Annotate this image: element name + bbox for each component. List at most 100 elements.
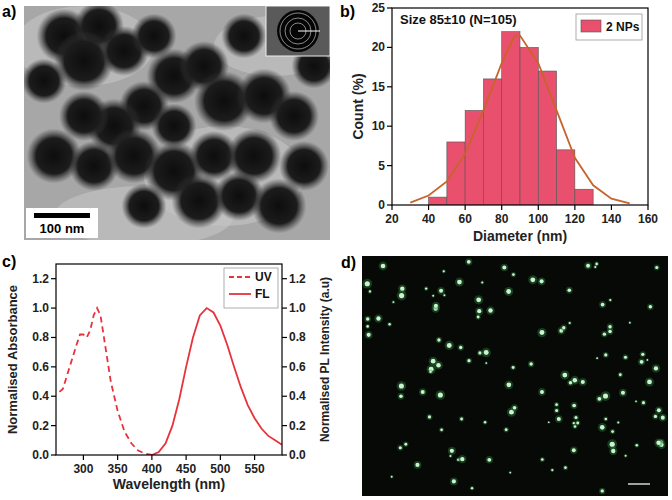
- x-tick: [501, 205, 502, 210]
- y-tick-label: 10: [372, 119, 386, 133]
- spot: [376, 316, 380, 320]
- spot-glow: [603, 417, 608, 422]
- x-tick-label: 550: [245, 462, 265, 476]
- spot-glow: [638, 358, 645, 365]
- y-tick: [387, 86, 392, 87]
- legend-label: UV: [255, 270, 272, 284]
- histogram-bar: [520, 47, 538, 205]
- spot: [484, 350, 489, 355]
- spot: [366, 325, 369, 328]
- spot: [484, 421, 487, 424]
- x-tick-label: 20: [385, 212, 399, 226]
- spot-glow: [607, 323, 614, 330]
- spot-glow: [584, 262, 592, 270]
- spot-glow: [362, 279, 372, 289]
- spot: [621, 391, 625, 395]
- spot: [399, 383, 404, 388]
- scale-bar-label: 100 nm: [40, 221, 85, 236]
- spot: [478, 351, 481, 354]
- spot: [656, 441, 660, 445]
- spot-glow: [646, 358, 649, 361]
- y-tick-label: 0.4: [289, 389, 306, 403]
- spot-glow: [419, 388, 427, 396]
- spot: [609, 299, 611, 301]
- x-tick-label: 140: [601, 212, 621, 226]
- spot: [443, 294, 445, 296]
- spot-glow: [573, 415, 579, 421]
- histogram-bar: [538, 71, 556, 205]
- spot: [569, 381, 572, 384]
- spot-glow: [510, 365, 516, 371]
- spot-glow: [603, 352, 609, 358]
- spot-glow: [485, 361, 488, 364]
- spot-glow: [619, 389, 627, 397]
- spot-glow: [554, 402, 559, 407]
- spot-glow: [397, 381, 407, 391]
- spot-glow: [443, 293, 447, 297]
- spot-glow: [594, 261, 599, 266]
- spot-glow: [563, 465, 568, 470]
- x-tick: [83, 455, 84, 460]
- histogram-bar: [447, 142, 465, 205]
- tem-image: [24, 6, 330, 240]
- spot-glow: [652, 413, 658, 419]
- x-tick-label: 60: [458, 212, 472, 226]
- spot: [601, 489, 604, 492]
- spot: [654, 366, 658, 370]
- inset-disc: [277, 10, 319, 52]
- spot-glow: [442, 269, 446, 273]
- x-tick-label: 100: [528, 212, 548, 226]
- legend-label: FL: [255, 287, 270, 301]
- spot-glow: [659, 414, 667, 422]
- y-tick: [282, 425, 287, 426]
- figure: a)100 nmb)204060801001201401600510152025…: [0, 0, 672, 500]
- spot: [603, 333, 606, 336]
- y-tick: [282, 454, 287, 455]
- x-tick: [186, 455, 187, 460]
- spot: [596, 357, 598, 359]
- spot-glow: [450, 477, 458, 485]
- spot: [457, 280, 462, 285]
- spot-glow: [436, 390, 446, 400]
- spot: [562, 326, 565, 329]
- x-tick-label: 350: [108, 462, 128, 476]
- x-tick: [220, 455, 221, 460]
- spot: [404, 443, 407, 446]
- y-tick-label: 20: [372, 40, 386, 54]
- spot: [635, 401, 637, 403]
- spot: [657, 408, 661, 412]
- spot-glow: [374, 314, 382, 322]
- spot: [399, 293, 404, 298]
- panel-letter: d): [341, 254, 356, 271]
- spot-glow: [458, 455, 466, 463]
- spot: [506, 289, 511, 294]
- x-tick-label: 80: [495, 212, 509, 226]
- spot-glow: [547, 421, 550, 424]
- inset-line: [298, 31, 320, 32]
- axis-title: Diameter (nm): [473, 228, 567, 244]
- spot-glow: [610, 429, 615, 434]
- spot-glow: [566, 287, 573, 294]
- y-tick-label: 0.8: [32, 330, 49, 344]
- spot: [611, 430, 614, 433]
- spot: [654, 415, 657, 418]
- spot-glow: [465, 258, 472, 265]
- y-tick-label: 0.4: [32, 389, 49, 403]
- y-tick: [51, 425, 56, 426]
- spot-glow: [509, 471, 512, 474]
- spot: [557, 417, 561, 421]
- spot: [551, 469, 553, 471]
- spot: [594, 266, 596, 268]
- spot-glow: [609, 447, 617, 455]
- y-tick-label: 0.0: [289, 448, 306, 462]
- spot: [439, 289, 443, 293]
- x-tick-label: 500: [210, 462, 230, 476]
- spot-glow: [634, 443, 639, 448]
- spot-glow: [365, 331, 373, 339]
- spot: [436, 363, 440, 367]
- spot: [400, 286, 404, 290]
- spot-glow: [457, 344, 463, 350]
- plot-marks: [59, 308, 282, 455]
- spot: [604, 418, 607, 421]
- spot-glow: [511, 272, 516, 277]
